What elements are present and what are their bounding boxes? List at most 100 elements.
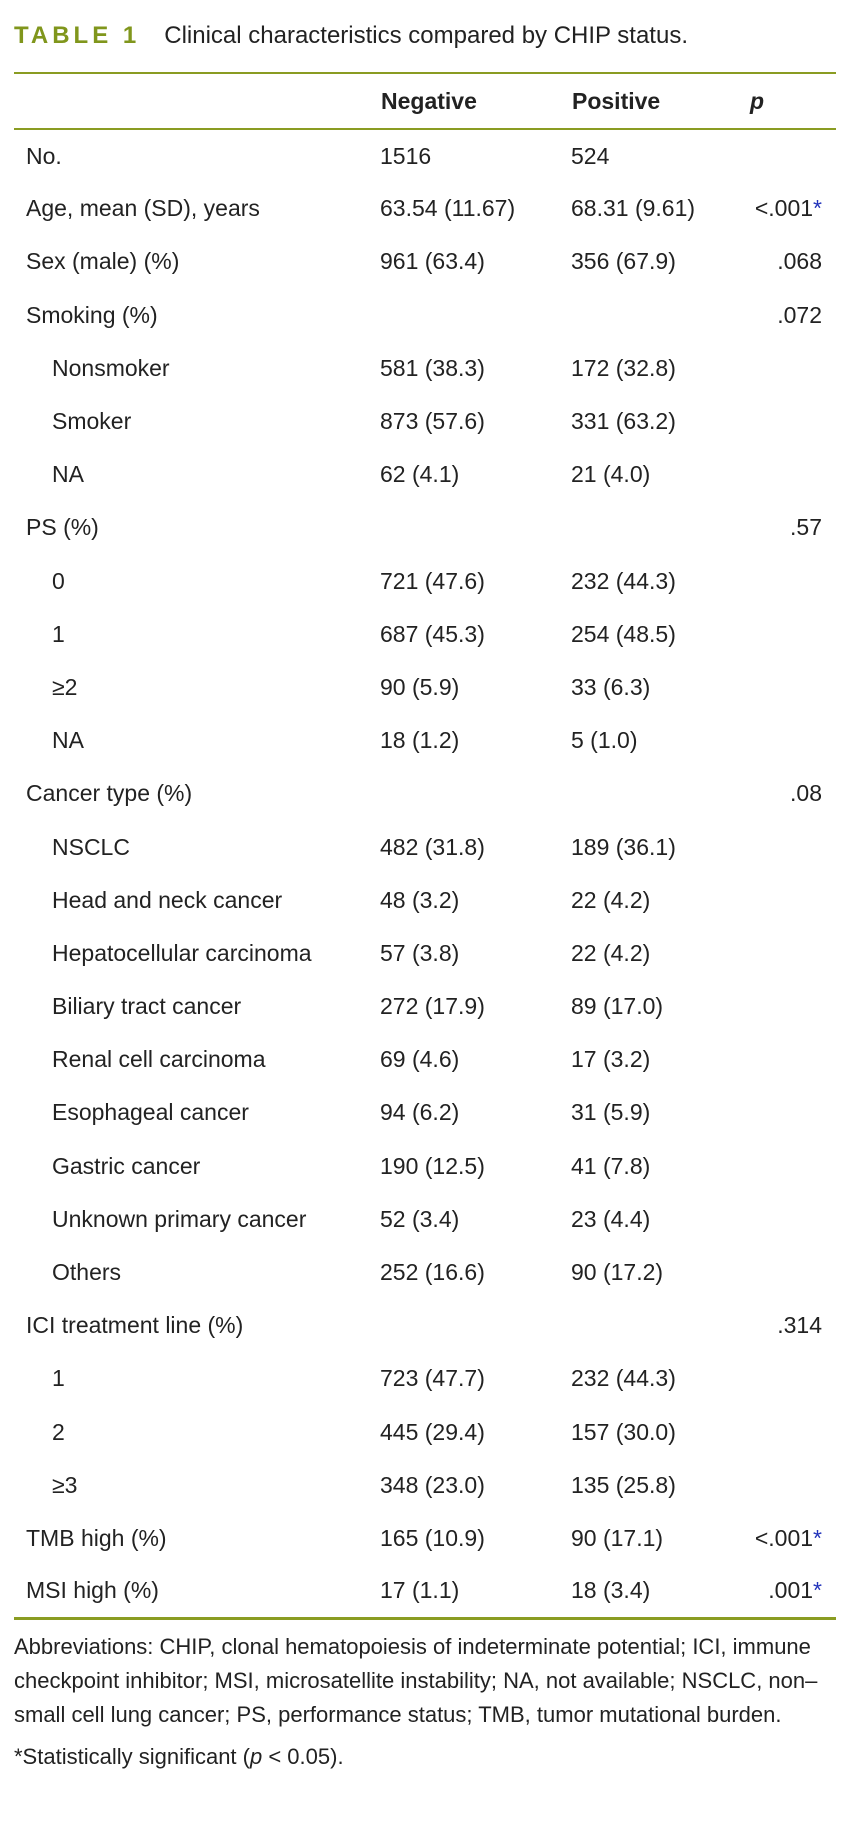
table-cell: 33 (6.3): [571, 673, 651, 700]
p-value-cell: <.001*: [730, 182, 836, 235]
table-cell: 21 (4.0): [571, 461, 651, 488]
table-cell: 190 (12.5): [380, 1152, 485, 1179]
p-value-cell: [730, 874, 836, 927]
table-row: NSCLC 482 (31.8) 189 (36.1): [14, 820, 836, 873]
table-row: NA 62 (4.1) 21 (4.0): [14, 448, 836, 501]
p-value-cell: [730, 129, 836, 182]
p-value-cell: [730, 608, 836, 661]
p-value-cell: [730, 1140, 836, 1193]
table-row: Smoking (%) .072: [14, 289, 836, 342]
header-row: Negative Positive p: [14, 73, 836, 129]
table-row: No. 1516 524: [14, 129, 836, 182]
row-label: No.: [26, 142, 62, 169]
table-cell: 1516: [380, 142, 432, 169]
p-value-cell: [730, 1086, 836, 1139]
table-cell: 62 (4.1): [380, 461, 460, 488]
p-value: .314: [777, 1312, 822, 1339]
row-label: NA: [52, 727, 84, 754]
table-cell: 272 (17.9): [380, 993, 485, 1020]
header-cell: p: [749, 87, 764, 114]
p-value-cell: .57: [730, 501, 836, 554]
table-row: Cancer type (%) .08: [14, 767, 836, 820]
row-label: NA: [52, 461, 84, 488]
p-value-cell: [730, 342, 836, 395]
table-row: 1 687 (45.3) 254 (48.5): [14, 608, 836, 661]
table-row: Smoker 873 (57.6) 331 (63.2): [14, 395, 836, 448]
table-cell: 18 (1.2): [380, 727, 460, 754]
header-cell: Positive: [572, 87, 661, 114]
table-row: Unknown primary cancer 52 (3.4) 23 (4.4): [14, 1193, 836, 1246]
p-value-cell: [730, 927, 836, 980]
p-value-cell: [730, 661, 836, 714]
row-label: Nonsmoker: [52, 354, 170, 381]
p-value-cell: [730, 395, 836, 448]
footnote-text: p: [249, 1743, 263, 1769]
table-cell: [571, 1299, 730, 1352]
table-cell: 48 (3.2): [380, 886, 460, 913]
row-label: NSCLC: [52, 833, 130, 860]
row-label: ≥2: [52, 673, 78, 700]
row-label: PS (%): [26, 514, 99, 541]
p-value: <.001: [754, 1524, 814, 1551]
table-cell: 18 (3.4): [571, 1577, 651, 1604]
row-label: Biliary tract cancer: [52, 993, 242, 1020]
caption: TABLE 1 Clinical characteristics compare…: [14, 0, 836, 72]
table-row: ≥3 348 (23.0) 135 (25.8): [14, 1459, 836, 1512]
table-row: NA 18 (1.2) 5 (1.0): [14, 714, 836, 767]
row-label: Renal cell carcinoma: [52, 1046, 266, 1073]
table-cell: 721 (47.6): [380, 567, 485, 594]
table-cell: 52 (3.4): [380, 1205, 460, 1232]
table-row: Gastric cancer 190 (12.5) 41 (7.8): [14, 1140, 836, 1193]
table-cell: [571, 767, 730, 820]
table-cell: 157 (30.0): [571, 1418, 676, 1445]
table-cell: 961 (63.4): [380, 248, 485, 275]
p-value-cell: [730, 1193, 836, 1246]
row-label: ICI treatment line (%): [26, 1312, 244, 1339]
table-cell: 17 (3.2): [571, 1046, 651, 1073]
row-label: Cancer type (%): [26, 780, 193, 807]
table-row: 2 445 (29.4) 157 (30.0): [14, 1406, 836, 1459]
table-row: Renal cell carcinoma 69 (4.6) 17 (3.2): [14, 1033, 836, 1086]
table-cell: 90 (17.2): [571, 1259, 664, 1286]
row-label: TMB high (%): [26, 1524, 167, 1551]
table-cell: 356 (67.9): [571, 248, 676, 275]
row-label: 1: [52, 1365, 65, 1392]
p-value: .08: [790, 780, 822, 807]
significance-mark: *: [813, 1577, 822, 1604]
table-cell: 172 (32.8): [571, 354, 676, 381]
table-row: TMB high (%) 165 (10.9) 90 (17.1) <.001*: [14, 1512, 836, 1565]
table-cell: 69 (4.6): [380, 1046, 460, 1073]
table-row: Esophageal cancer 94 (6.2) 31 (5.9): [14, 1086, 836, 1139]
footnote: *Statistically significant (p < 0.05).: [14, 1740, 836, 1774]
p-value-cell: [730, 1033, 836, 1086]
table-cell: [380, 1299, 571, 1352]
p-value-cell: [730, 1246, 836, 1299]
footer: Abbreviations: CHIP, clonal hematopoiesi…: [14, 1630, 836, 1774]
p-value-cell: [730, 1406, 836, 1459]
table-cell: 524: [571, 142, 610, 169]
p-value-cell: .068: [730, 235, 836, 288]
table-cell: 165 (10.9): [380, 1524, 485, 1551]
table-row: Hepatocellular carcinoma 57 (3.8) 22 (4.2): [14, 927, 836, 980]
row-label: 2: [52, 1418, 65, 1445]
p-value: <.001: [754, 195, 814, 222]
table-row: MSI high (%) 17 (1.1) 18 (3.4) .001*: [14, 1565, 836, 1619]
footnote-text: *Statistically significant (: [14, 1743, 250, 1769]
table-cell: 90 (17.1): [571, 1524, 664, 1551]
p-value: .068: [777, 248, 822, 275]
table-row: Biliary tract cancer 272 (17.9) 89 (17.0): [14, 980, 836, 1033]
row-label: Age, mean (SD), years: [26, 195, 260, 222]
table-cell: 723 (47.7): [380, 1365, 485, 1392]
table-cell: 22 (4.2): [571, 886, 651, 913]
table-row: Others 252 (16.6) 90 (17.2): [14, 1246, 836, 1299]
table-cell: 57 (3.8): [380, 939, 460, 966]
table-label: TABLE 1: [14, 22, 141, 49]
p-value-cell: <.001*: [730, 1512, 836, 1565]
p-value: .57: [790, 514, 822, 541]
header-cell: Negative: [381, 87, 477, 114]
table-row: PS (%) .57: [14, 501, 836, 554]
table-cell: 331 (63.2): [571, 408, 676, 435]
table-cell: 581 (38.3): [380, 354, 485, 381]
table-row: ICI treatment line (%) .314: [14, 1299, 836, 1352]
table-row: Sex (male) (%) 961 (63.4) 356 (67.9) .068: [14, 235, 836, 288]
